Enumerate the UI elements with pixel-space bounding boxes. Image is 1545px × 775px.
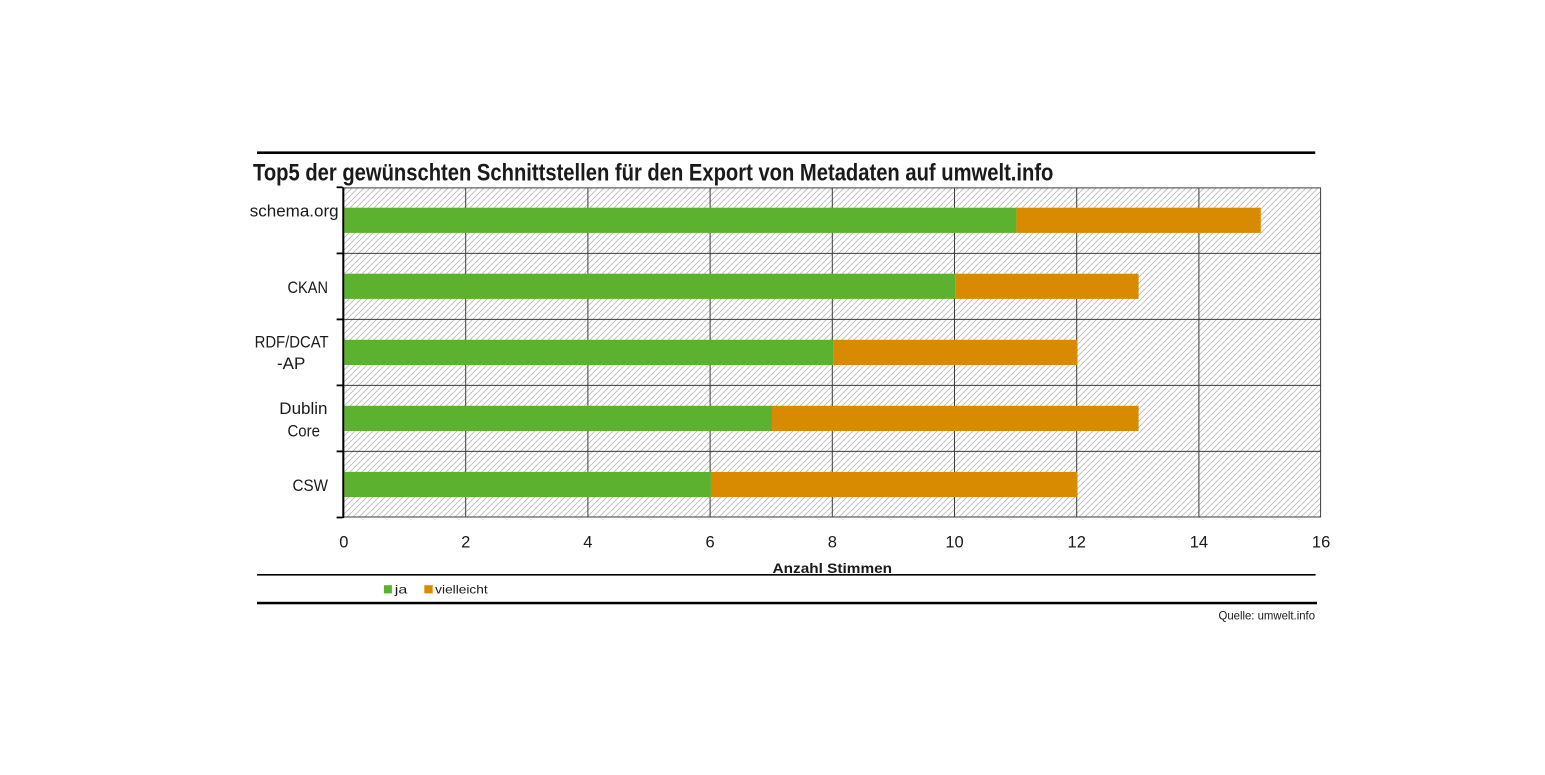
svg-text:-AP: -AP: [277, 354, 305, 373]
svg-text:Quelle: umwelt.info: Quelle: umwelt.info: [1219, 609, 1316, 623]
svg-text:10: 10: [945, 533, 963, 551]
svg-text:CKAN: CKAN: [288, 278, 329, 297]
svg-text:ja: ja: [393, 583, 407, 597]
svg-text:8: 8: [828, 533, 837, 551]
svg-text:schema.org: schema.org: [250, 202, 339, 221]
svg-text:16: 16: [1312, 533, 1330, 551]
svg-text:6: 6: [706, 533, 715, 551]
svg-text:Anzahl Stimmen: Anzahl Stimmen: [773, 560, 893, 576]
svg-text:vielleicht: vielleicht: [435, 583, 488, 597]
svg-text:Top5 der gewünschten Schnittst: Top5 der gewünschten Schnittstellen für …: [253, 160, 1053, 187]
svg-text:14: 14: [1190, 533, 1208, 551]
svg-text:0: 0: [339, 533, 348, 551]
svg-text:Dublin: Dublin: [279, 399, 327, 418]
svg-text:2: 2: [461, 533, 470, 551]
svg-text:12: 12: [1068, 533, 1086, 551]
svg-text:CSW: CSW: [293, 476, 329, 495]
svg-text:4: 4: [583, 533, 592, 551]
svg-text:Core: Core: [287, 422, 320, 441]
svg-text:RDF/DCAT: RDF/DCAT: [255, 333, 329, 352]
